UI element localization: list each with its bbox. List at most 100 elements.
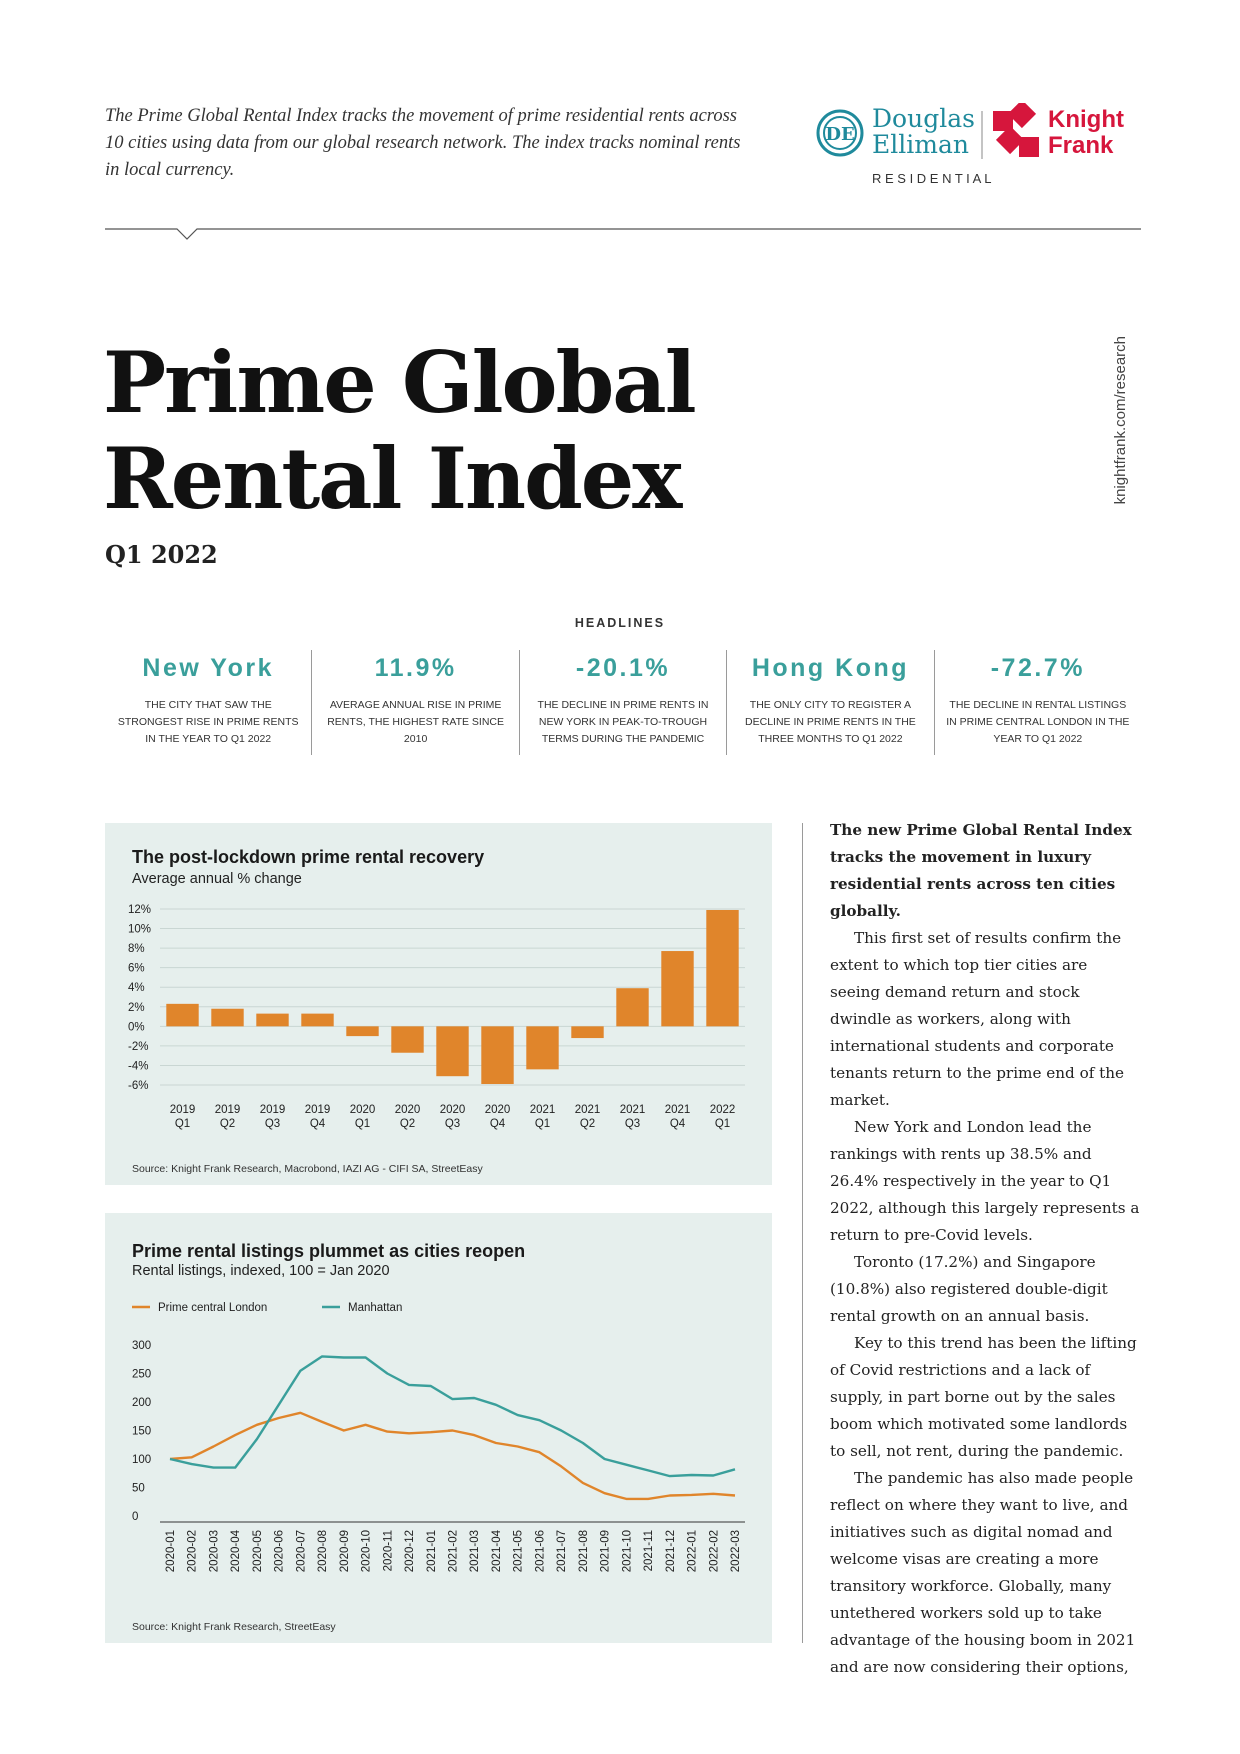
headline-value: 11.9%: [374, 654, 457, 682]
x-tick-label: 2021-07: [556, 1530, 568, 1572]
bar: [706, 909, 739, 1027]
x-tick-label: Q1: [535, 1118, 550, 1130]
bar: [481, 1026, 514, 1085]
bar: [256, 1013, 289, 1027]
x-tick-label: 2021-01: [426, 1530, 438, 1572]
x-tick-label: Q4: [670, 1118, 686, 1130]
body-paragraph: New York and London lead the rankings wi…: [830, 1118, 1140, 1244]
headline-item: New York The city that saw the strongest…: [105, 650, 313, 755]
bar: [301, 1013, 334, 1027]
x-tick-label: Q2: [580, 1118, 595, 1130]
x-tick-label: 2022-03: [730, 1530, 742, 1572]
body-paragraph: Key to this trend has been the lifting o…: [830, 1334, 1137, 1460]
headline-item: Hong Kong The only city to register a de…: [727, 650, 935, 755]
header-rule: [105, 228, 1141, 240]
headline-value: Hong Kong: [751, 654, 910, 682]
chart-title: The post-lockdown prime rental recovery: [132, 847, 485, 867]
bar: [661, 951, 694, 1027]
x-tick-label: Q3: [625, 1118, 640, 1130]
legend-label: Manhattan: [348, 1302, 402, 1314]
x-tick-label: 2020-08: [317, 1530, 329, 1572]
x-tick-label: 2019: [170, 1104, 196, 1116]
headline-value: -72.7%: [990, 654, 1085, 682]
intro-text: The Prime Global Rental Index tracks the…: [105, 106, 741, 180]
x-tick-label: 2022-02: [708, 1530, 720, 1572]
headline-desc: The decline in rental listings in prime …: [946, 699, 1130, 745]
logo-de-line1: Douglas: [872, 104, 975, 133]
y-tick-label: 8%: [128, 943, 145, 955]
x-tick-label: 2020: [485, 1104, 511, 1116]
x-tick-label: 2020-01: [165, 1530, 177, 1572]
body-paragraph: Toronto (17.2%) and Singapore (10.8%) al…: [830, 1253, 1108, 1325]
x-tick-label: 2019: [305, 1104, 331, 1116]
logo-kf-line2: Frank: [1048, 132, 1114, 159]
logo-residential: R E S I D E N T I A L: [872, 171, 991, 186]
title-line-2: Rental Index: [103, 429, 682, 528]
x-tick-label: Q4: [310, 1118, 326, 1130]
y-tick-label: 250: [132, 1369, 151, 1381]
x-tick-label: 2021: [575, 1104, 601, 1116]
legend-item: Manhattan: [322, 1302, 402, 1314]
bar: [166, 1003, 199, 1027]
x-tick-label: 2021: [620, 1104, 646, 1116]
bar-chart: 12% 10% 8% 6% 4% 2% 0% -2% -4% -6% 2019 Q1 2019 Q2 201…: [128, 904, 745, 1130]
x-tick-label: 2021: [665, 1104, 691, 1116]
x-tick-label: Q1: [175, 1118, 190, 1130]
x-tick-label: Q4: [490, 1118, 506, 1130]
x-tick-label: Q2: [220, 1118, 235, 1130]
x-tick-label: 2021-05: [513, 1530, 525, 1572]
side-link[interactable]: knightfrank.com/research: [1112, 336, 1129, 505]
y-tick-label: 150: [132, 1426, 151, 1438]
bar: [346, 1026, 379, 1037]
bar: [571, 1026, 604, 1039]
y-tick-label: -6%: [128, 1080, 148, 1092]
y-tick-label: 4%: [128, 982, 145, 994]
x-tick-label: 2020-05: [252, 1530, 264, 1572]
bar: [391, 1026, 424, 1053]
x-tick-label: 2021-04: [491, 1529, 503, 1572]
x-tick-label: 2021-06: [534, 1530, 546, 1572]
x-tick-label: 2020: [350, 1104, 376, 1116]
chart-title: Prime rental listings plummet as cities …: [132, 1241, 526, 1261]
douglas-elliman-knight-frank-logo: DE Douglas Elliman Knight Frank R E S I …: [816, 99, 1124, 186]
chart-source: Source: Knight Frank Research, Macrobond…: [132, 1163, 483, 1175]
x-tick-label: 2021-10: [621, 1530, 633, 1572]
body-paragraph: The pandemic has also made people reflec…: [830, 1469, 1136, 1676]
y-tick-label: 0%: [128, 1021, 145, 1033]
headline-item: 11.9% Average annual rise in prime rents…: [312, 650, 520, 755]
y-tick-label: 6%: [128, 963, 145, 975]
x-tick-label: 2020-12: [404, 1530, 416, 1572]
y-tick-label: 50: [132, 1483, 145, 1495]
title-line-1: Prime Global: [103, 333, 697, 432]
headline-item: -20.1% The decline in prime rents in New…: [520, 650, 728, 755]
chart-subtitle: Rental listings, indexed, 100 = Jan 2020: [132, 1263, 390, 1279]
x-tick-label: 2020-09: [339, 1530, 351, 1572]
x-tick-label: 2021: [530, 1104, 556, 1116]
y-tick-label: -4%: [128, 1060, 148, 1072]
bar-chart-panel: The post-lockdown prime rental recovery …: [105, 823, 772, 1185]
x-tick-label: Q1: [715, 1118, 730, 1130]
series-line: [169, 1411, 736, 1501]
x-tick-label: 2020-06: [274, 1530, 286, 1572]
line-chart-panel: Prime rental listings plummet as cities …: [105, 1213, 772, 1643]
headline-desc: The city that saw the strongest rise in …: [117, 699, 299, 745]
body-lead: The new Prime Global Rental Index tracks…: [830, 821, 1132, 920]
y-tick-label: -2%: [128, 1041, 148, 1053]
bar: [526, 1026, 559, 1070]
x-tick-label: 2022: [710, 1104, 736, 1116]
legend-item: Prime central London: [132, 1302, 267, 1314]
headline-desc: Average annual rise in prime rents, the …: [327, 699, 504, 745]
x-tick-label: 2021-08: [578, 1530, 590, 1572]
x-tick-label: Q3: [445, 1118, 460, 1130]
y-tick-label: 10%: [128, 924, 151, 936]
x-tick-label: 2020: [395, 1104, 421, 1116]
headline-desc: The decline in prime rents in New York i…: [537, 699, 709, 745]
x-tick-label: 2021-11: [643, 1530, 655, 1571]
svg-text:DE: DE: [825, 124, 854, 145]
x-tick-label: 2020-02: [187, 1530, 199, 1572]
headlines-title: HEADLINES: [574, 616, 666, 630]
line-chart: Prime central London Manhattan 300 250 200 15…: [132, 1302, 745, 1572]
y-tick-label: 200: [132, 1397, 151, 1409]
logo-kf-line1: Knight: [1048, 106, 1124, 133]
logo-de-line2: Elliman: [872, 130, 969, 159]
